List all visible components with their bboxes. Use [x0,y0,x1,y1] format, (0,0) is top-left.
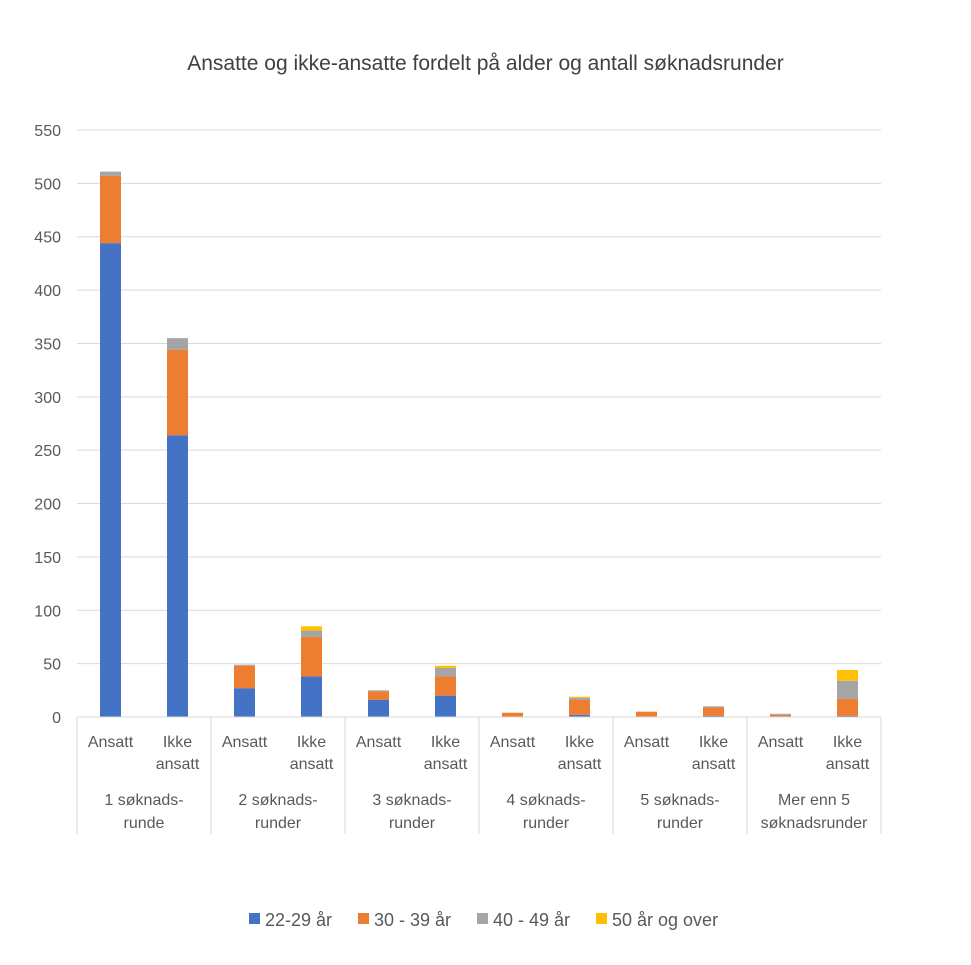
y-tick-label: 150 [34,550,61,567]
x-group-label: runder [657,815,704,832]
bar-segment [234,664,255,666]
bar-segment [569,699,590,715]
y-tick-label: 350 [34,336,61,353]
x-group-label: 5 søknads- [640,792,719,809]
y-tick-label: 250 [34,443,61,460]
chart-title: Ansatte og ikke-ansatte fordelt på alder… [187,52,784,75]
bar-segment [703,707,724,716]
bar-segment [167,349,188,436]
y-tick-label: 400 [34,283,61,300]
x-group-label: søknadsrunder [761,815,868,832]
bars [100,171,858,717]
bar-segment [100,243,121,717]
bar-segment [167,435,188,717]
x-category-label: Ikke [163,734,192,751]
x-category-label: ansatt [826,756,870,773]
gridlines [77,129,881,665]
x-group-label: 4 søknads- [506,792,585,809]
bar-segment [100,171,121,176]
bar-segment [368,691,389,700]
bar-segment [435,695,456,717]
x-category-label: Ikke [565,734,594,751]
y-tick-label: 200 [34,497,61,514]
legend-swatch [477,913,488,924]
bar-segment [301,636,322,677]
legend-swatch [249,913,260,924]
x-group-label: 2 søknads- [238,792,317,809]
bar-segment [837,715,858,717]
x-category-label: Ansatt [356,734,402,751]
bar-segment [837,670,858,681]
legend-label: 40 - 49 år [493,910,570,930]
legend-swatch [596,913,607,924]
bar-segment [569,714,590,717]
bar-segment [301,630,322,637]
y-tick-label: 300 [34,390,61,407]
x-group-label: runder [523,815,570,832]
bar-segment [301,676,322,717]
x-group-label: 1 søknads- [104,792,183,809]
bar-segment [234,665,255,689]
y-tick-label: 50 [43,657,61,674]
bar-segment [837,698,858,716]
bar-segment [167,338,188,350]
legend-label: 50 år og over [612,910,718,930]
x-category-label: Ansatt [624,734,670,751]
y-tick-label: 100 [34,603,61,620]
x-category-label: Ansatt [88,734,134,751]
legend-label: 30 - 39 år [374,910,451,930]
x-category-label: Ikke [431,734,460,751]
bar-segment [636,711,657,717]
x-axis: Ansatt Ikke ansatt 1 søknads-runde Ansatt Ikk… [76,716,882,834]
bar-segment [569,696,590,698]
bar-segment [502,712,523,717]
x-group-label: 3 søknads- [372,792,451,809]
y-tick-label: 0 [52,710,61,727]
y-axis-tick-labels: 0 50 100 150 200 250 300 350 400 450 500 550 [34,123,61,727]
x-category-label: ansatt [558,756,602,773]
bar-segment [100,175,121,244]
x-group-label: runder [255,815,302,832]
x-category-label: ansatt [156,756,200,773]
legend: 22-29 år 30 - 39 år 40 - 49 år 50 år og ove… [249,910,718,930]
bar-segment [837,680,858,699]
bar-segment [770,713,791,715]
legend-label: 22-29 år [265,910,332,930]
x-category-label: ansatt [424,756,468,773]
bar-segment [569,697,590,700]
x-category-label: Ansatt [490,734,536,751]
bar-segment [435,665,456,668]
x-category-label: Ikke [699,734,728,751]
bar-segment [703,715,724,717]
bar-segment [703,706,724,708]
x-group-label: runder [389,815,436,832]
x-group-label: Mer enn 5 [778,792,850,809]
bar-segment [301,626,322,631]
x-category-label: Ikke [297,734,326,751]
y-tick-label: 450 [34,230,61,247]
bar-segment [770,714,791,717]
bar-segment [368,690,389,692]
bar-segment [234,688,255,717]
x-category-label: Ikke [833,734,862,751]
x-category-label: Ansatt [222,734,268,751]
bar-segment [435,676,456,696]
y-tick-label: 550 [34,123,61,140]
bar-segment [435,667,456,677]
legend-swatch [358,913,369,924]
x-category-label: ansatt [692,756,736,773]
y-tick-label: 500 [34,176,61,193]
bar-segment [368,699,389,717]
x-category-label: ansatt [290,756,334,773]
x-group-label: runde [124,815,165,832]
x-category-label: Ansatt [758,734,804,751]
